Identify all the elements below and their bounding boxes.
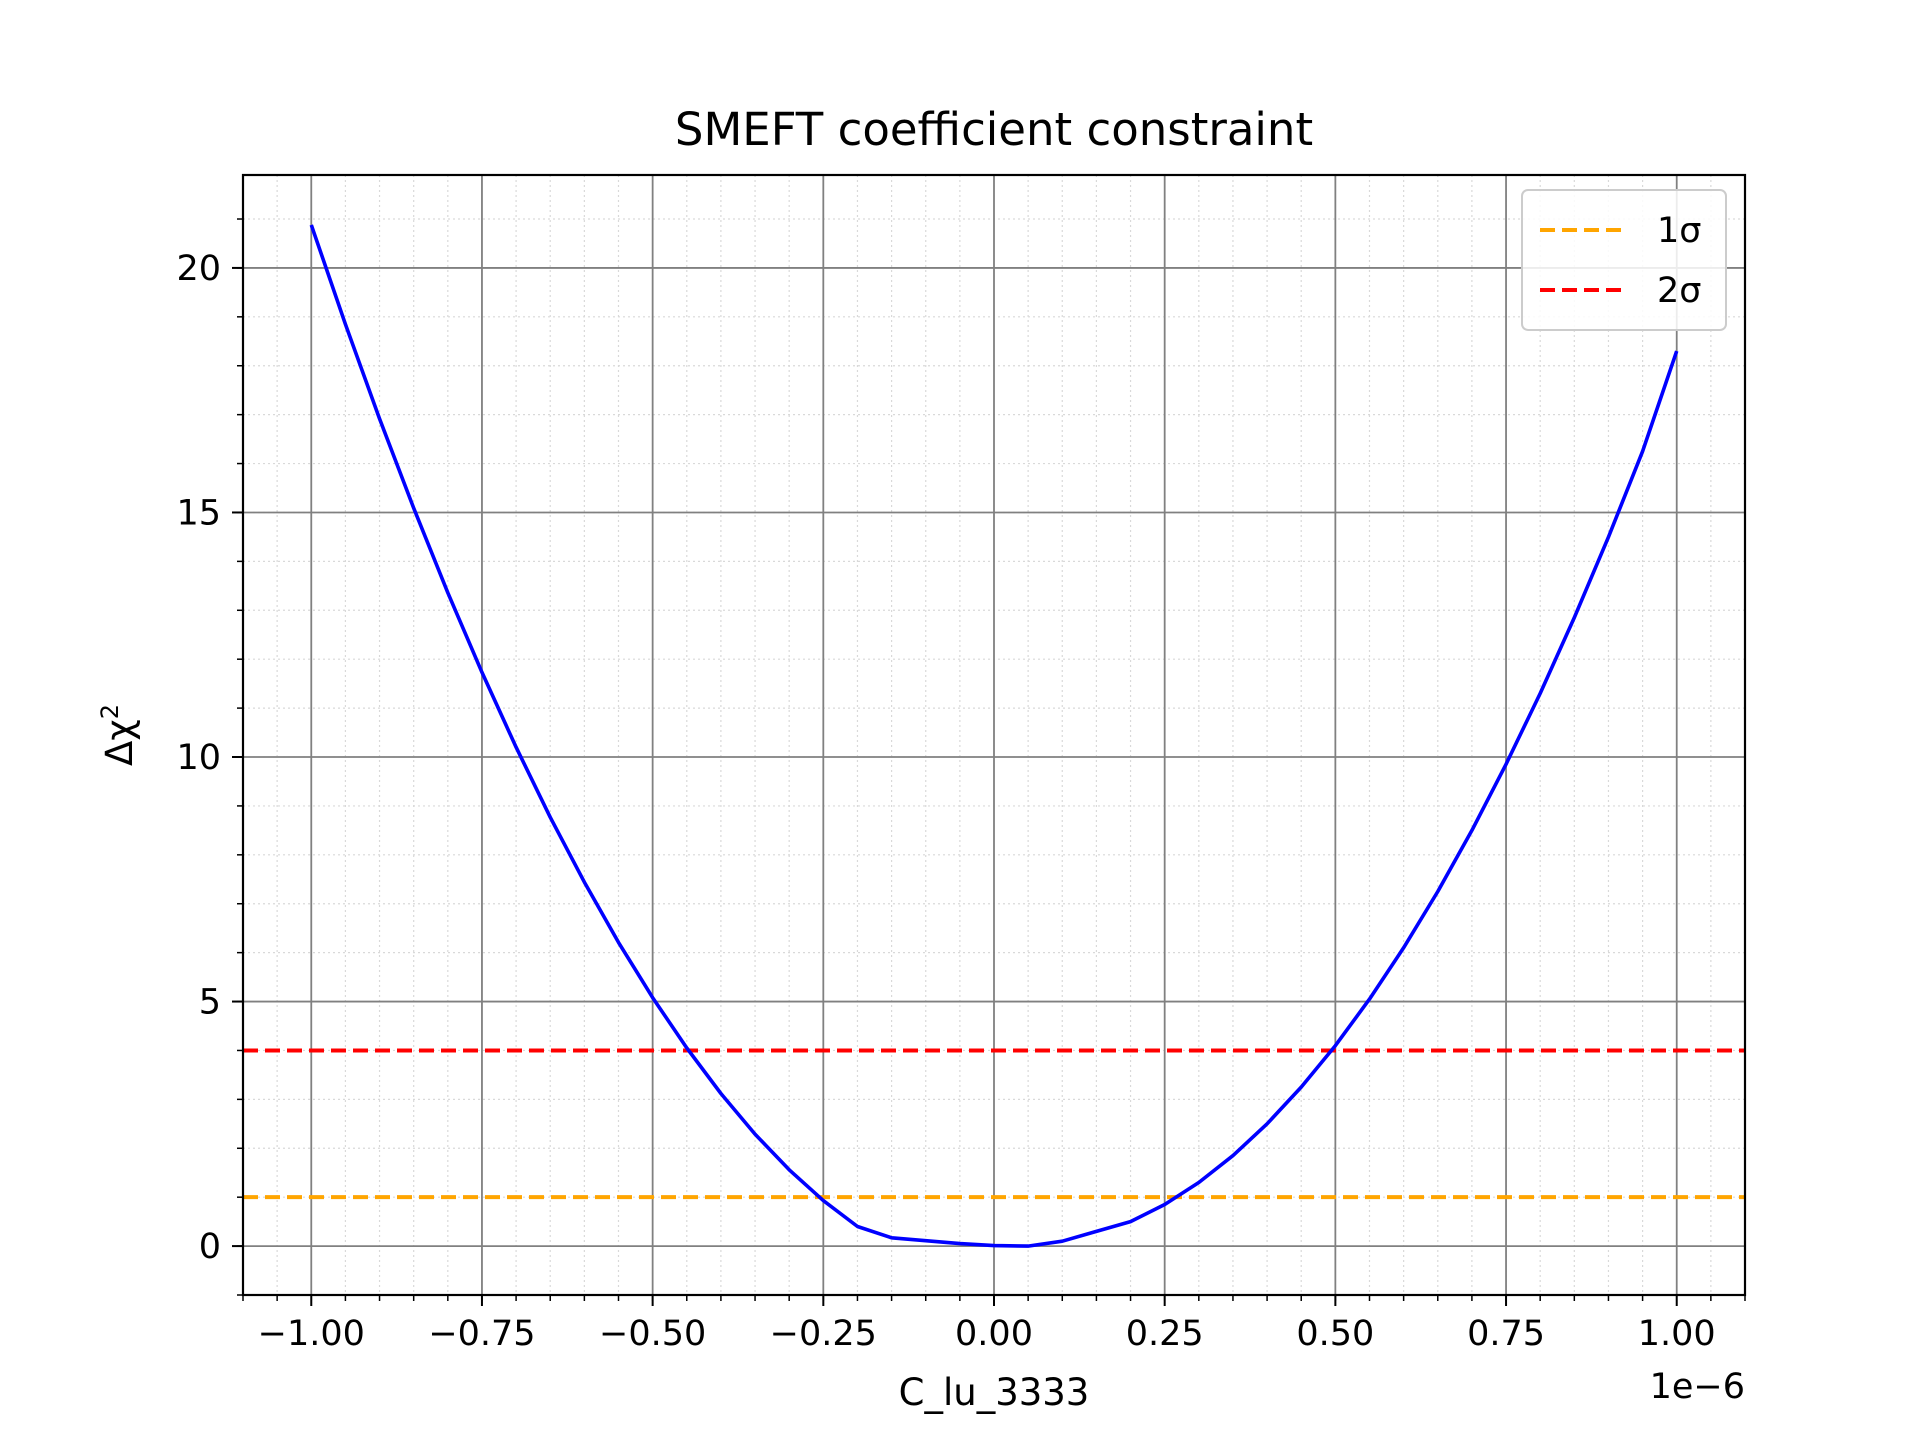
chart-title: SMEFT coefficient constraint	[675, 103, 1313, 156]
y-axis-label: Δχ2	[96, 704, 141, 766]
y-tick-label: 15	[176, 493, 221, 533]
axis-ticks	[232, 218, 1746, 1306]
y-tick-label: 5	[199, 983, 221, 1023]
tick-labels: −1.00 −0.75 −0.50 −0.25 0.00 0.25 0.50 0.75 1.00…	[176, 249, 1715, 1354]
legend-label: 1σ	[1657, 211, 1701, 251]
y-tick-label: 20	[176, 249, 221, 289]
x-tick-label: −1.00	[258, 1314, 365, 1354]
x-tick-label: 0.25	[1126, 1314, 1204, 1354]
series-layer	[309, 224, 1679, 1248]
x-tick-label: 1.00	[1638, 1314, 1716, 1354]
series-line	[309, 224, 1679, 1248]
x-tick-label: −0.50	[599, 1314, 706, 1354]
major-grid	[243, 175, 1745, 1295]
x-axis-offset-text: 1e−6	[1650, 1367, 1745, 1407]
x-tick-label: −0.75	[428, 1314, 535, 1354]
x-tick-label: 0.50	[1296, 1314, 1374, 1354]
legend-box	[1521, 189, 1727, 331]
x-tick-label: −0.25	[770, 1314, 877, 1354]
legend-label: 2σ	[1657, 271, 1701, 311]
y-axis-label-superscript: 2	[96, 704, 124, 719]
x-axis-label: C_lu_3333	[899, 1371, 1090, 1414]
y-tick-label: 10	[176, 738, 221, 778]
y-tick-label: 0	[199, 1227, 221, 1267]
x-tick-label: 0.75	[1467, 1314, 1545, 1354]
reference-lines	[243, 1048, 1745, 1200]
legend: 1σ 2σ	[1521, 189, 1727, 331]
x-tick-label: 0.00	[955, 1314, 1033, 1354]
